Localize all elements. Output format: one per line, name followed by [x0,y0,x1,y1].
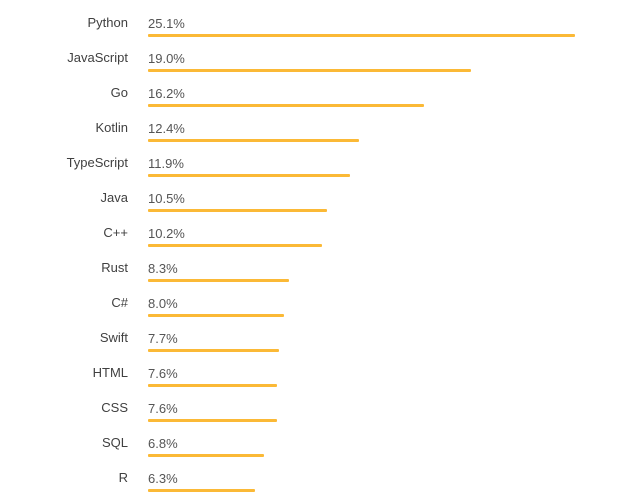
value-label: 6.8% [148,436,178,451]
bar [148,419,277,422]
value-label: 7.6% [148,401,178,416]
bar [148,384,277,387]
category-label: Java [100,190,128,205]
bar [148,104,424,107]
category-label: R [118,470,128,485]
value-label: 19.0% [148,51,185,66]
bar [148,454,264,457]
bar [148,34,575,37]
bar [148,174,350,177]
bar-row: JavaScript 19.0% [0,50,619,85]
value-label: 10.5% [148,191,185,206]
category-label: SQL [101,435,128,450]
category-label: C++ [103,225,128,240]
bar-row: Rust 8.3% [0,260,619,295]
value-label: 25.1% [148,16,185,31]
bar-row: HTML 7.6% [0,365,619,400]
category-label: JavaScript [67,50,128,65]
category-label: C# [111,295,128,310]
category-label: HTML [92,365,128,380]
value-label: 10.2% [148,226,185,241]
bar [148,314,284,317]
category-label: Rust [101,260,128,275]
bar-row: Swift 7.7% [0,330,619,365]
value-label: 16.2% [148,86,185,101]
bar-row: R 6.3% [0,470,619,496]
bar-row: TypeScript 11.9% [0,155,619,190]
bar [148,69,471,72]
category-label: CSS [101,400,128,415]
value-label: 11.9% [148,156,184,171]
category-label: Swift [99,330,128,345]
category-label: Kotlin [95,120,128,135]
bar-row: SQL 6.8% [0,435,619,470]
category-label: Python [87,15,128,30]
category-label: Go [110,85,128,100]
bar-row: Go 16.2% [0,85,619,120]
value-label: 7.6% [148,366,178,381]
bar-row: Java 10.5% [0,190,619,225]
bar [148,244,322,247]
bar [148,349,279,352]
bar-row: C++ 10.2% [0,225,619,260]
bar [148,489,255,492]
bar-row: Kotlin 12.4% [0,120,619,155]
value-label: 7.7% [148,331,178,346]
bar-row: Python 25.1% [0,15,619,50]
value-label: 8.0% [148,296,178,311]
value-label: 8.3% [148,261,178,276]
bar [148,139,359,142]
bar [148,209,327,212]
bar [148,279,289,282]
value-label: 6.3% [148,471,178,486]
value-label: 12.4% [148,121,185,136]
bar-row: C# 8.0% [0,295,619,330]
category-label: TypeScript [66,155,128,170]
bar-row: CSS 7.6% [0,400,619,435]
